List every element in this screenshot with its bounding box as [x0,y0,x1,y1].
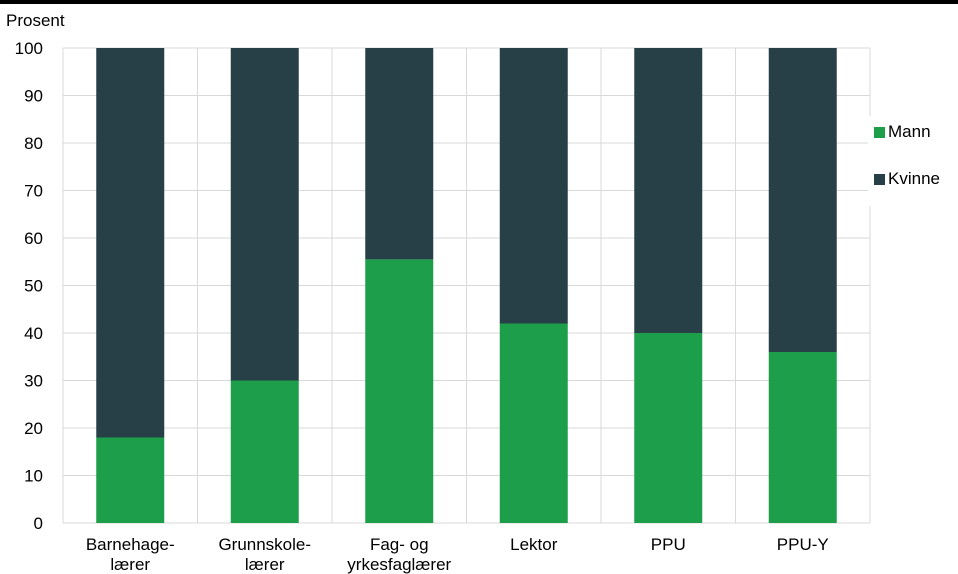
y-axis-label: Prosent [6,11,65,30]
bar-mann-5 [768,352,837,523]
top-rule [0,0,958,4]
bar-mann-3 [499,323,568,523]
y-tick-label: 50 [24,277,43,296]
legend-item-mann: Mann [874,122,931,142]
bar-mann-1 [230,380,299,523]
y-tick-label: 0 [34,514,43,533]
y-tick-label: 60 [24,229,43,248]
legend-label-mann: Mann [888,122,931,141]
legend-swatch-mann [874,126,885,138]
gridlines [62,47,871,524]
y-tick-label: 100 [15,39,43,58]
x-tick-label: PPU-Y [777,535,829,554]
legend-item-kvinne: Kvinne [874,169,940,189]
legend-label-kvinne: Kvinne [888,169,940,188]
bar-mann-0 [96,437,165,523]
legend: Mann Kvinne [868,116,958,206]
x-tick-label: Lektor [510,535,558,554]
y-tick-label: 90 [24,87,43,106]
bar-kvinne-4 [634,48,703,333]
bar-kvinne-2 [365,48,434,260]
bar-kvinne-0 [96,48,165,438]
axes: 0 10 20 30 40 50 60 70 80 90 100 Barnehage-lærer Gru… [15,39,829,574]
x-tick-label: Fag- og yrkesfaglærer [347,535,451,574]
bar-mann-2 [365,259,434,523]
y-tick-label: 40 [24,324,43,343]
y-tick-label: 80 [24,134,43,153]
bar-kvinne-3 [499,48,568,324]
x-tick-label: Barnehage-lærer [86,535,175,574]
bars [96,48,837,523]
bar-kvinne-5 [768,48,837,352]
y-tick-label: 70 [24,182,43,201]
x-tick-label: PPU [651,535,686,554]
y-tick-label: 30 [24,372,43,391]
legend-swatch-kvinne [874,173,885,185]
y-tick-label: 10 [24,467,43,486]
bar-mann-4 [634,333,703,523]
bar-kvinne-1 [230,48,299,381]
x-tick-label: Grunnskole-lærer [218,535,311,574]
y-tick-label: 20 [24,419,43,438]
